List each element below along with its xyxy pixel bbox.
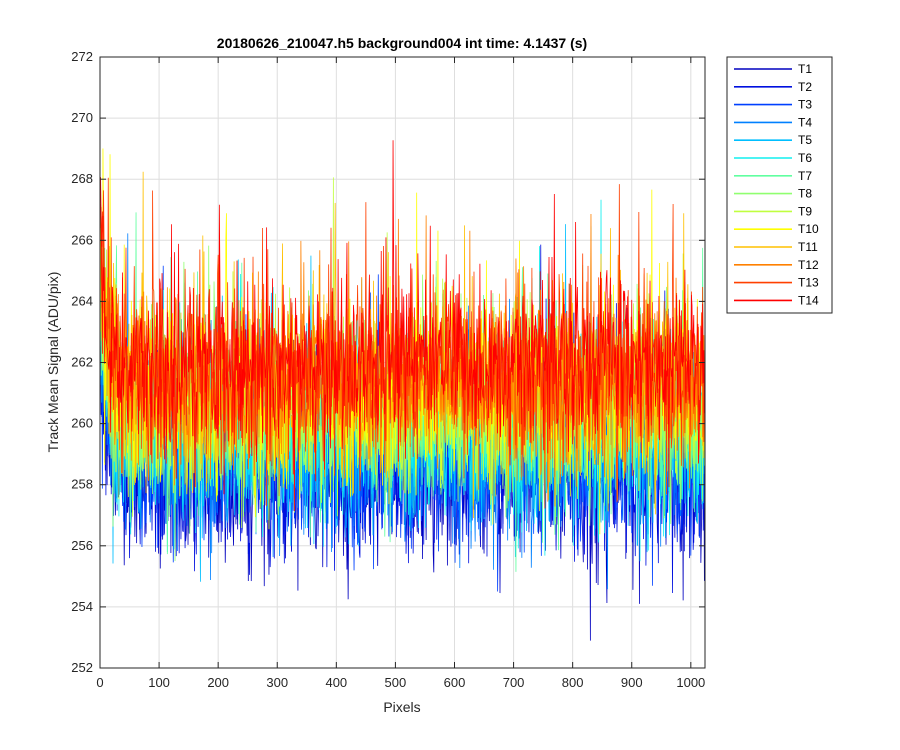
y-axis-ticks: 252 254 256 258 260 262 264 266 268 270 272 [71,49,705,675]
legend-label-t3: T3 [798,98,812,112]
axes: 0 100 200 300 400 500 600 700 800 900 1000 2522542… [71,49,706,690]
y-tick-label: 262 [71,355,93,370]
chart-title: 20180626_210047.h5 background004 int tim… [217,35,587,51]
y-tick-label: 258 [71,477,93,492]
legend-items: T1 T2 T3 T4 T5 T6 T7 T8 T9 T10 T11 T12 T13 T14 [734,62,819,307]
x-axis-ticks: 0 100 200 300 400 500 600 700 800 900 1000 [96,57,705,690]
x-tick-label: 400 [325,675,347,690]
y-tick-label: 264 [71,293,93,308]
legend-label-t14: T14 [798,293,819,307]
legend-label-t6: T6 [798,151,812,165]
y-axis-label: Track Mean Signal (ADU/pix) [45,272,61,453]
legend: T1 T2 T3 T4 T5 T6 T7 T8 T9 T10 T11 T12 T13 T14 [726,56,833,314]
y-tick-label: 268 [71,171,93,186]
x-tick-label: 200 [207,675,229,690]
series-line-t14 [100,140,706,512]
legend-label-t13: T13 [798,276,819,290]
x-tick-label: 500 [385,675,407,690]
x-tick-label: 0 [96,675,103,690]
y-tick-label: 266 [71,232,93,247]
series-lines [100,140,706,641]
y-tick-label: 270 [71,110,93,125]
x-tick-label: 300 [266,675,288,690]
x-tick-label: 100 [148,675,170,690]
legend-label-t5: T5 [798,133,812,147]
x-tick-label: 900 [621,675,643,690]
y-tick-label: 272 [71,49,93,64]
legend-label-t4: T4 [798,115,812,129]
legend-label-t7: T7 [798,169,812,183]
legend-label-t8: T8 [798,187,812,201]
x-tick-label: 700 [503,675,525,690]
legend-label-t1: T1 [798,62,812,76]
legend-box [726,56,833,314]
y-tick-label: 252 [71,660,93,675]
legend-label-t11: T11 [798,240,818,254]
legend-label-t12: T12 [798,258,819,272]
legend-label-t10: T10 [798,222,819,236]
y-tick-label: 256 [71,538,93,553]
x-tick-label: 800 [562,675,584,690]
legend-label-t9: T9 [798,204,812,218]
y-tick-label: 260 [71,416,93,431]
legend-label-t2: T2 [798,80,812,94]
x-axis-label: Pixels [383,699,420,715]
y-tick-label: 254 [71,599,93,614]
x-tick-label: 1000 [676,675,705,690]
x-tick-label: 600 [444,675,466,690]
